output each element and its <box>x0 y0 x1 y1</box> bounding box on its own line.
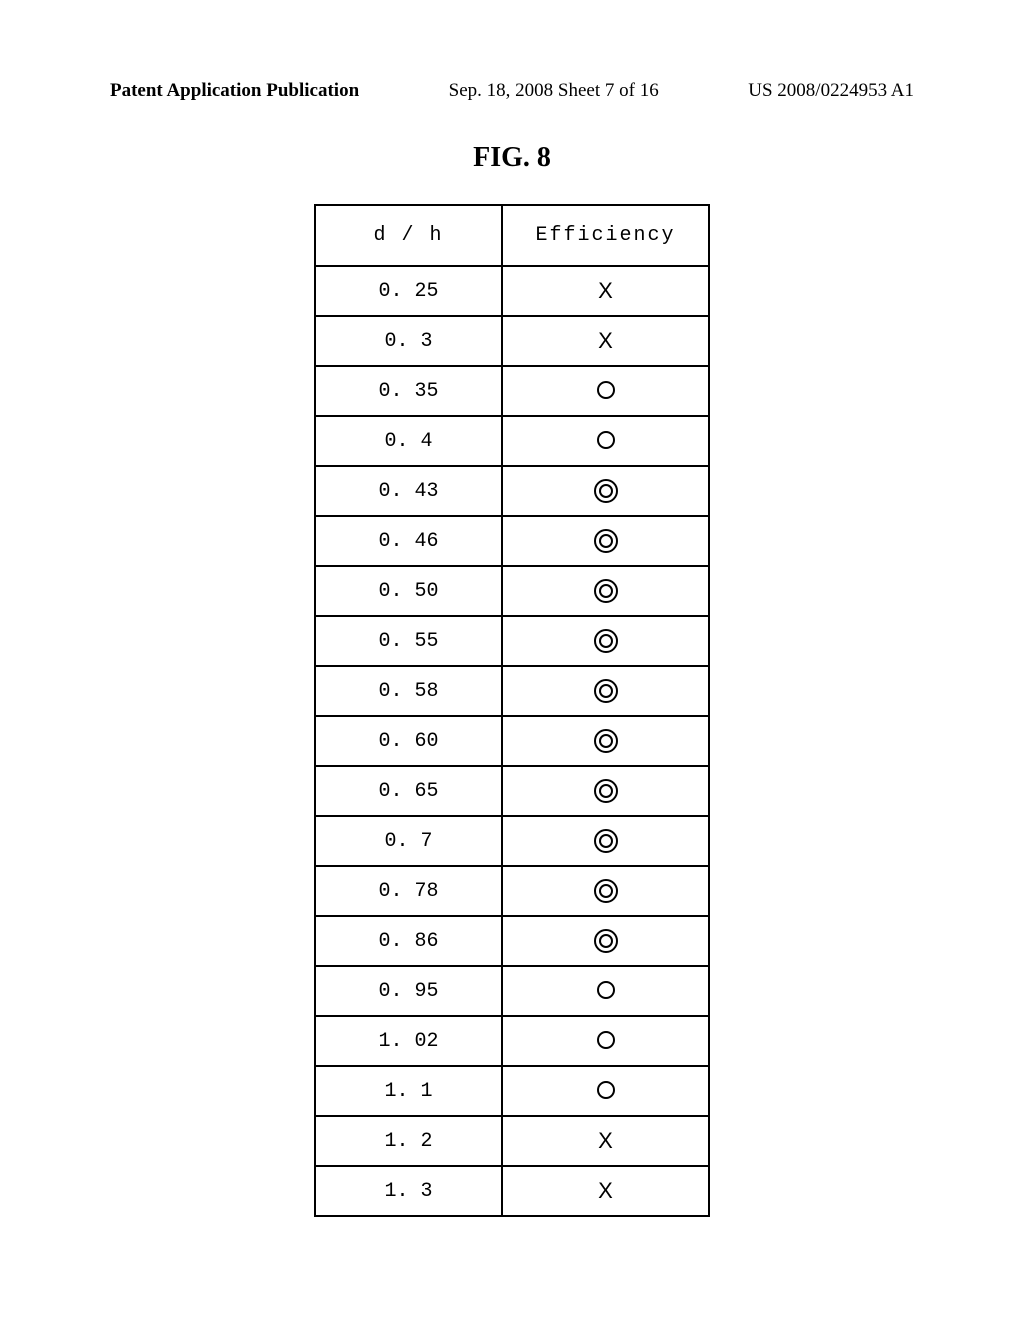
x-mark-icon: X <box>598 1128 613 1154</box>
table-row: 0. 86 <box>315 916 709 966</box>
double-circle-icon <box>593 778 619 804</box>
table-row: 0. 43 <box>315 466 709 516</box>
dh-cell: 0. 86 <box>315 916 502 966</box>
dh-cell: 0. 65 <box>315 766 502 816</box>
header-left: Patent Application Publication <box>110 80 359 102</box>
table-row: 0. 7 <box>315 816 709 866</box>
efficiency-cell <box>502 366 709 416</box>
efficiency-cell <box>502 866 709 916</box>
circle-icon <box>596 1030 616 1050</box>
table-row: 0. 58 <box>315 666 709 716</box>
table-row: 1. 02 <box>315 1016 709 1066</box>
dh-cell: 0. 50 <box>315 566 502 616</box>
dh-cell: 0. 58 <box>315 666 502 716</box>
efficiency-cell <box>502 1016 709 1066</box>
table-row: 1. 1 <box>315 1066 709 1116</box>
x-mark-icon: X <box>598 1178 613 1204</box>
efficiency-cell <box>502 516 709 566</box>
dh-cell: 0. 25 <box>315 266 502 316</box>
efficiency-cell: X <box>502 1166 709 1216</box>
figure-title: FIG. 8 <box>0 142 1024 174</box>
efficiency-table: d / h Efficiency 0. 25X0. 3X0. 350. 40. … <box>314 204 710 1217</box>
efficiency-cell <box>502 666 709 716</box>
table-row: 1. 2 X <box>315 1116 709 1166</box>
table-row: 0. 50 <box>315 566 709 616</box>
table-row: 0. 3 X <box>315 316 709 366</box>
efficiency-cell <box>502 766 709 816</box>
dh-cell: 0. 55 <box>315 616 502 666</box>
table-row: 0. 78 <box>315 866 709 916</box>
col-header-efficiency: Efficiency <box>502 205 709 266</box>
double-circle-icon <box>593 928 619 954</box>
x-mark-icon: X <box>598 328 613 354</box>
table-header-row: d / h Efficiency <box>315 205 709 266</box>
double-circle-icon <box>593 478 619 504</box>
efficiency-cell <box>502 616 709 666</box>
circle-icon <box>596 430 616 450</box>
efficiency-cell <box>502 816 709 866</box>
circle-icon <box>596 1080 616 1100</box>
efficiency-cell <box>502 416 709 466</box>
table-row: 0. 60 <box>315 716 709 766</box>
col-header-dh: d / h <box>315 205 502 266</box>
double-circle-icon <box>593 678 619 704</box>
table-row: 0. 55 <box>315 616 709 666</box>
page-header: Patent Application Publication Sep. 18, … <box>0 0 1024 102</box>
double-circle-icon <box>593 828 619 854</box>
table-row: 0. 95 <box>315 966 709 1016</box>
dh-cell: 0. 4 <box>315 416 502 466</box>
efficiency-cell <box>502 466 709 516</box>
efficiency-cell: X <box>502 316 709 366</box>
efficiency-cell <box>502 966 709 1016</box>
double-circle-icon <box>593 878 619 904</box>
dh-cell: 0. 7 <box>315 816 502 866</box>
dh-cell: 1. 2 <box>315 1116 502 1166</box>
table-row: 0. 25 X <box>315 266 709 316</box>
table-row: 0. 4 <box>315 416 709 466</box>
header-right: US 2008/0224953 A1 <box>748 80 914 102</box>
table-row: 0. 46 <box>315 516 709 566</box>
efficiency-cell <box>502 1066 709 1116</box>
dh-cell: 0. 60 <box>315 716 502 766</box>
dh-cell: 0. 46 <box>315 516 502 566</box>
table-row: 1. 3 X <box>315 1166 709 1216</box>
efficiency-cell: X <box>502 1116 709 1166</box>
dh-cell: 0. 35 <box>315 366 502 416</box>
efficiency-cell: X <box>502 266 709 316</box>
dh-cell: 1. 1 <box>315 1066 502 1116</box>
circle-icon <box>596 380 616 400</box>
dh-cell: 1. 3 <box>315 1166 502 1216</box>
efficiency-cell <box>502 566 709 616</box>
double-circle-icon <box>593 578 619 604</box>
table-body: 0. 25 X 0. 3 X 0. 350. 40. 430. 460. 500. 55… <box>315 266 709 1216</box>
table-row: 0. 65 <box>315 766 709 816</box>
dh-cell: 0. 95 <box>315 966 502 1016</box>
dh-cell: 0. 3 <box>315 316 502 366</box>
double-circle-icon <box>593 528 619 554</box>
dh-cell: 1. 02 <box>315 1016 502 1066</box>
double-circle-icon <box>593 628 619 654</box>
efficiency-cell <box>502 716 709 766</box>
header-center: Sep. 18, 2008 Sheet 7 of 16 <box>449 80 659 102</box>
table-row: 0. 35 <box>315 366 709 416</box>
efficiency-cell <box>502 916 709 966</box>
double-circle-icon <box>593 728 619 754</box>
circle-icon <box>596 980 616 1000</box>
x-mark-icon: X <box>598 278 613 304</box>
dh-cell: 0. 78 <box>315 866 502 916</box>
dh-cell: 0. 43 <box>315 466 502 516</box>
